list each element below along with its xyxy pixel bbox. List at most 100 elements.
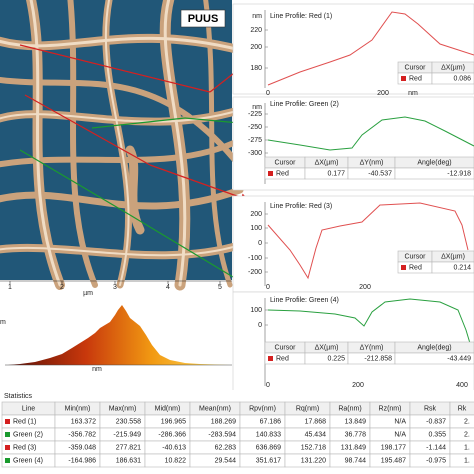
row-text: 0.177 (327, 170, 345, 177)
cursor-swatch (268, 356, 273, 361)
stat-value: 0.355 (428, 431, 446, 438)
stat-value: -1.144 (426, 444, 446, 451)
header-text: Min(nm) (65, 405, 91, 412)
stat-cell (449, 414, 474, 429)
y-tick-label: 200 (250, 44, 262, 51)
image-tick-label: 5 (218, 284, 222, 291)
image-tick-label: 3 (113, 284, 117, 291)
y-tick-label: 200 (250, 211, 262, 218)
stat-value: -0.975 (426, 457, 446, 464)
line-name: Red (1) (13, 418, 36, 425)
stat-cell (449, 440, 474, 455)
x-tick-label: 0 (266, 382, 270, 389)
header-text: ΔX(µm) (441, 253, 465, 260)
y-tick-label: 220 (250, 27, 262, 34)
stat-value: 98.744 (345, 457, 367, 464)
image-tick-label: 1 (8, 284, 12, 291)
header-text: Rsk (424, 405, 437, 412)
y-tick-label: -300 (248, 150, 262, 157)
y-tick-label: 0 (258, 240, 262, 247)
y-tick-label: -200 (248, 269, 262, 276)
stat-value: 636.869 (256, 444, 281, 451)
image-axis-labels: µm 1 2 3 4 5 (8, 281, 222, 297)
profile-title: Line Profile: Green (4) (270, 297, 339, 304)
y-tick-label: -100 (248, 255, 262, 262)
title-background (266, 295, 356, 305)
stat-value: -164.986 (68, 457, 96, 464)
y-tick-label: 180 (250, 65, 262, 72)
y-unit: nm (252, 104, 262, 111)
y-tick-label: 0 (258, 322, 262, 329)
image-axis-unit: µm (83, 290, 93, 297)
header-text: Rq(nm) (296, 405, 319, 412)
statistics-panel: Statistics Line Min(nm) Max(nm) Mid(nm) Mean(… (0, 390, 474, 474)
header-text: Ra(nm) (338, 405, 361, 412)
stat-cell (449, 453, 474, 468)
profile-panel: Line Profile: Red (3) 200 100 0 -100 -200 0 200… (232, 195, 474, 293)
stat-value: 163.372 (71, 418, 96, 425)
header-text: ΔX(µm) (315, 344, 339, 351)
cursor-swatch (401, 76, 406, 81)
cursor-table: Cursor Red ΔX(µm) 0.214 (397, 250, 474, 274)
profile-curve (267, 11, 474, 86)
profile-curve (267, 202, 469, 280)
row-cell (431, 72, 474, 85)
row-text: Red (276, 355, 289, 362)
y-tick-label: -250 (248, 124, 262, 131)
x-tick-label: 200 (377, 90, 389, 97)
title-background (266, 99, 356, 109)
cursor-swatch (401, 265, 406, 270)
stat-value: 2. (464, 431, 470, 438)
image-label: PUUS (188, 13, 219, 25)
stat-value: 277.821 (116, 444, 141, 451)
row-text: -12.918 (447, 170, 471, 177)
header-text: Rz(nm) (379, 405, 402, 412)
cursor-swatch (268, 171, 273, 176)
profile-panel: Line Profile: Red (1) nm 220 200 180 0 200 nm Cu… (232, 3, 474, 97)
stat-value: 198.177 (381, 444, 406, 451)
afm-image: PUUS (0, 0, 252, 291)
stat-value: 1. (464, 444, 470, 451)
profile-panels: Line Profile: Red (1) nm 220 200 180 0 200 nm Cu… (232, 3, 474, 393)
image-tick-label: 2 (60, 284, 64, 291)
stat-value: N/A (394, 431, 406, 438)
x-tick-label: 0 (266, 284, 270, 291)
y-tick-label: -275 (248, 137, 262, 144)
stat-value: -356.782 (68, 431, 96, 438)
profile-title: Line Profile: Green (2) (270, 101, 339, 108)
stat-value: 351.617 (256, 457, 281, 464)
header-text: ΔX(µm) (441, 64, 465, 71)
stat-value: 62.283 (215, 444, 237, 451)
y-tick-label: -225 (248, 111, 262, 118)
stat-value: -40.613 (162, 444, 186, 451)
header-text: Angle(deg) (417, 344, 451, 351)
stat-value: 67.186 (260, 418, 282, 425)
stat-value: 188.269 (211, 418, 236, 425)
x-tick-label: 200 (352, 382, 364, 389)
line-name: Green (4) (13, 457, 43, 464)
profile-title: Line Profile: Red (3) (270, 203, 332, 210)
profile-curve (267, 116, 474, 151)
x-tick-label: 400 (456, 382, 468, 389)
x-tick-label: 200 (359, 284, 371, 291)
header-text: Angle(deg) (417, 159, 451, 166)
header-text: Mid(nm) (155, 405, 181, 412)
profile-panel: Line Profile: Green (4) 100 0 0 200 400 Cursor… (232, 291, 474, 393)
stat-value: 131.220 (301, 457, 326, 464)
stat-value: -283.594 (208, 431, 236, 438)
statistics-title: Statistics (4, 393, 33, 400)
stat-value: 29.544 (215, 457, 237, 464)
histogram-unit: nm (92, 366, 102, 373)
stat-value: 10.822 (165, 457, 187, 464)
stat-value: -286.366 (158, 431, 186, 438)
row-cell (394, 352, 474, 365)
stat-value: 1. (464, 457, 470, 464)
y-unit: nm (252, 13, 262, 20)
header-text: Mean(nm) (199, 405, 231, 412)
x-tick-label: 0 (266, 90, 270, 97)
row-text: 0.225 (327, 355, 345, 362)
stat-value: 152.718 (301, 444, 326, 451)
row-cell (394, 167, 474, 180)
header-text: Rk (458, 405, 467, 412)
